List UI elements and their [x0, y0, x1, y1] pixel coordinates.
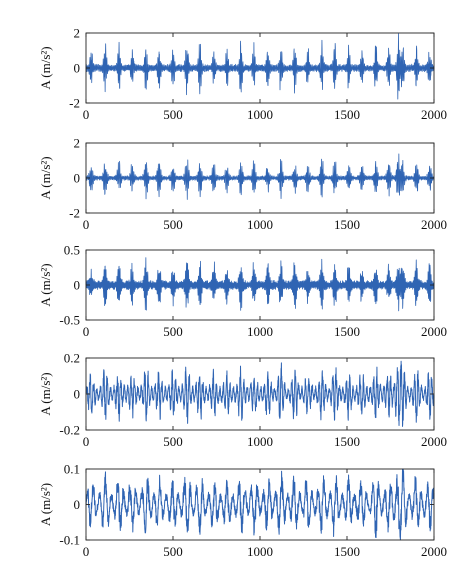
- y-axis-label: A (m/s²): [38, 156, 53, 199]
- y-tick-label: 0: [74, 497, 81, 512]
- x-tick-label: 0: [83, 434, 90, 449]
- y-axis-label: A (m/s²): [38, 483, 53, 526]
- x-tick-label: 500: [163, 217, 183, 232]
- x-tick-label: 0: [83, 544, 90, 559]
- signal-line: [85, 153, 435, 200]
- x-tick-label: 1000: [247, 434, 273, 449]
- y-tick-label: -2: [69, 206, 80, 221]
- subplot-3: 0 500 1000 1500 2000-0.500.5A (m/s²): [38, 243, 447, 340]
- x-tick-label: 2000: [421, 107, 447, 122]
- signal-line: [85, 33, 435, 100]
- y-axis-label: A (m/s²): [38, 372, 53, 415]
- y-tick-label: 2: [74, 136, 81, 151]
- y-tick-label: -2: [69, 96, 80, 111]
- signal-line: [85, 360, 435, 427]
- x-tick-label: 500: [163, 544, 183, 559]
- y-tick-label: 0.2: [64, 351, 80, 366]
- x-tick-label: 2000: [421, 544, 447, 559]
- x-tick-label: 0: [83, 217, 90, 232]
- x-tick-label: 500: [163, 107, 183, 122]
- x-tick-label: 2000: [421, 324, 447, 339]
- y-tick-label: -0.1: [59, 533, 80, 548]
- x-tick-label: 500: [163, 324, 183, 339]
- signal-line: [85, 257, 435, 312]
- x-tick-label: 1000: [247, 107, 273, 122]
- y-tick-label: 0: [74, 387, 81, 402]
- subplot-4: 0 500 1000 1500 2000-0.200.2A (m/s²): [38, 351, 447, 450]
- x-tick-label: 1500: [334, 107, 360, 122]
- x-tick-label: 1500: [334, 434, 360, 449]
- y-tick-label: 0: [74, 171, 81, 186]
- x-tick-label: 1500: [334, 544, 360, 559]
- x-tick-label: 1500: [334, 217, 360, 232]
- x-tick-label: 2000: [421, 217, 447, 232]
- y-tick-label: 0: [74, 61, 81, 76]
- y-tick-label: -0.5: [59, 313, 80, 328]
- signal-line: [85, 468, 435, 541]
- x-tick-label: 1000: [247, 324, 273, 339]
- x-tick-label: 2000: [421, 434, 447, 449]
- y-tick-label: 0.5: [64, 243, 80, 258]
- x-tick-label: 1500: [334, 324, 360, 339]
- y-tick-label: 0: [74, 278, 81, 293]
- y-tick-label: -0.2: [59, 423, 80, 438]
- y-axis-label: A (m/s²): [38, 46, 53, 89]
- x-tick-label: 1000: [247, 217, 273, 232]
- subplot-5: 0 500 1000 1500 2000-0.100.1A (m/s²): [38, 462, 447, 560]
- y-tick-label: 0.1: [64, 462, 80, 477]
- x-tick-label: 0: [83, 107, 90, 122]
- x-tick-label: 500: [163, 434, 183, 449]
- y-axis-label: A (m/s²): [38, 263, 53, 306]
- x-tick-label: 1000: [247, 544, 273, 559]
- x-tick-label: 0: [83, 324, 90, 339]
- y-tick-label: 2: [74, 26, 81, 41]
